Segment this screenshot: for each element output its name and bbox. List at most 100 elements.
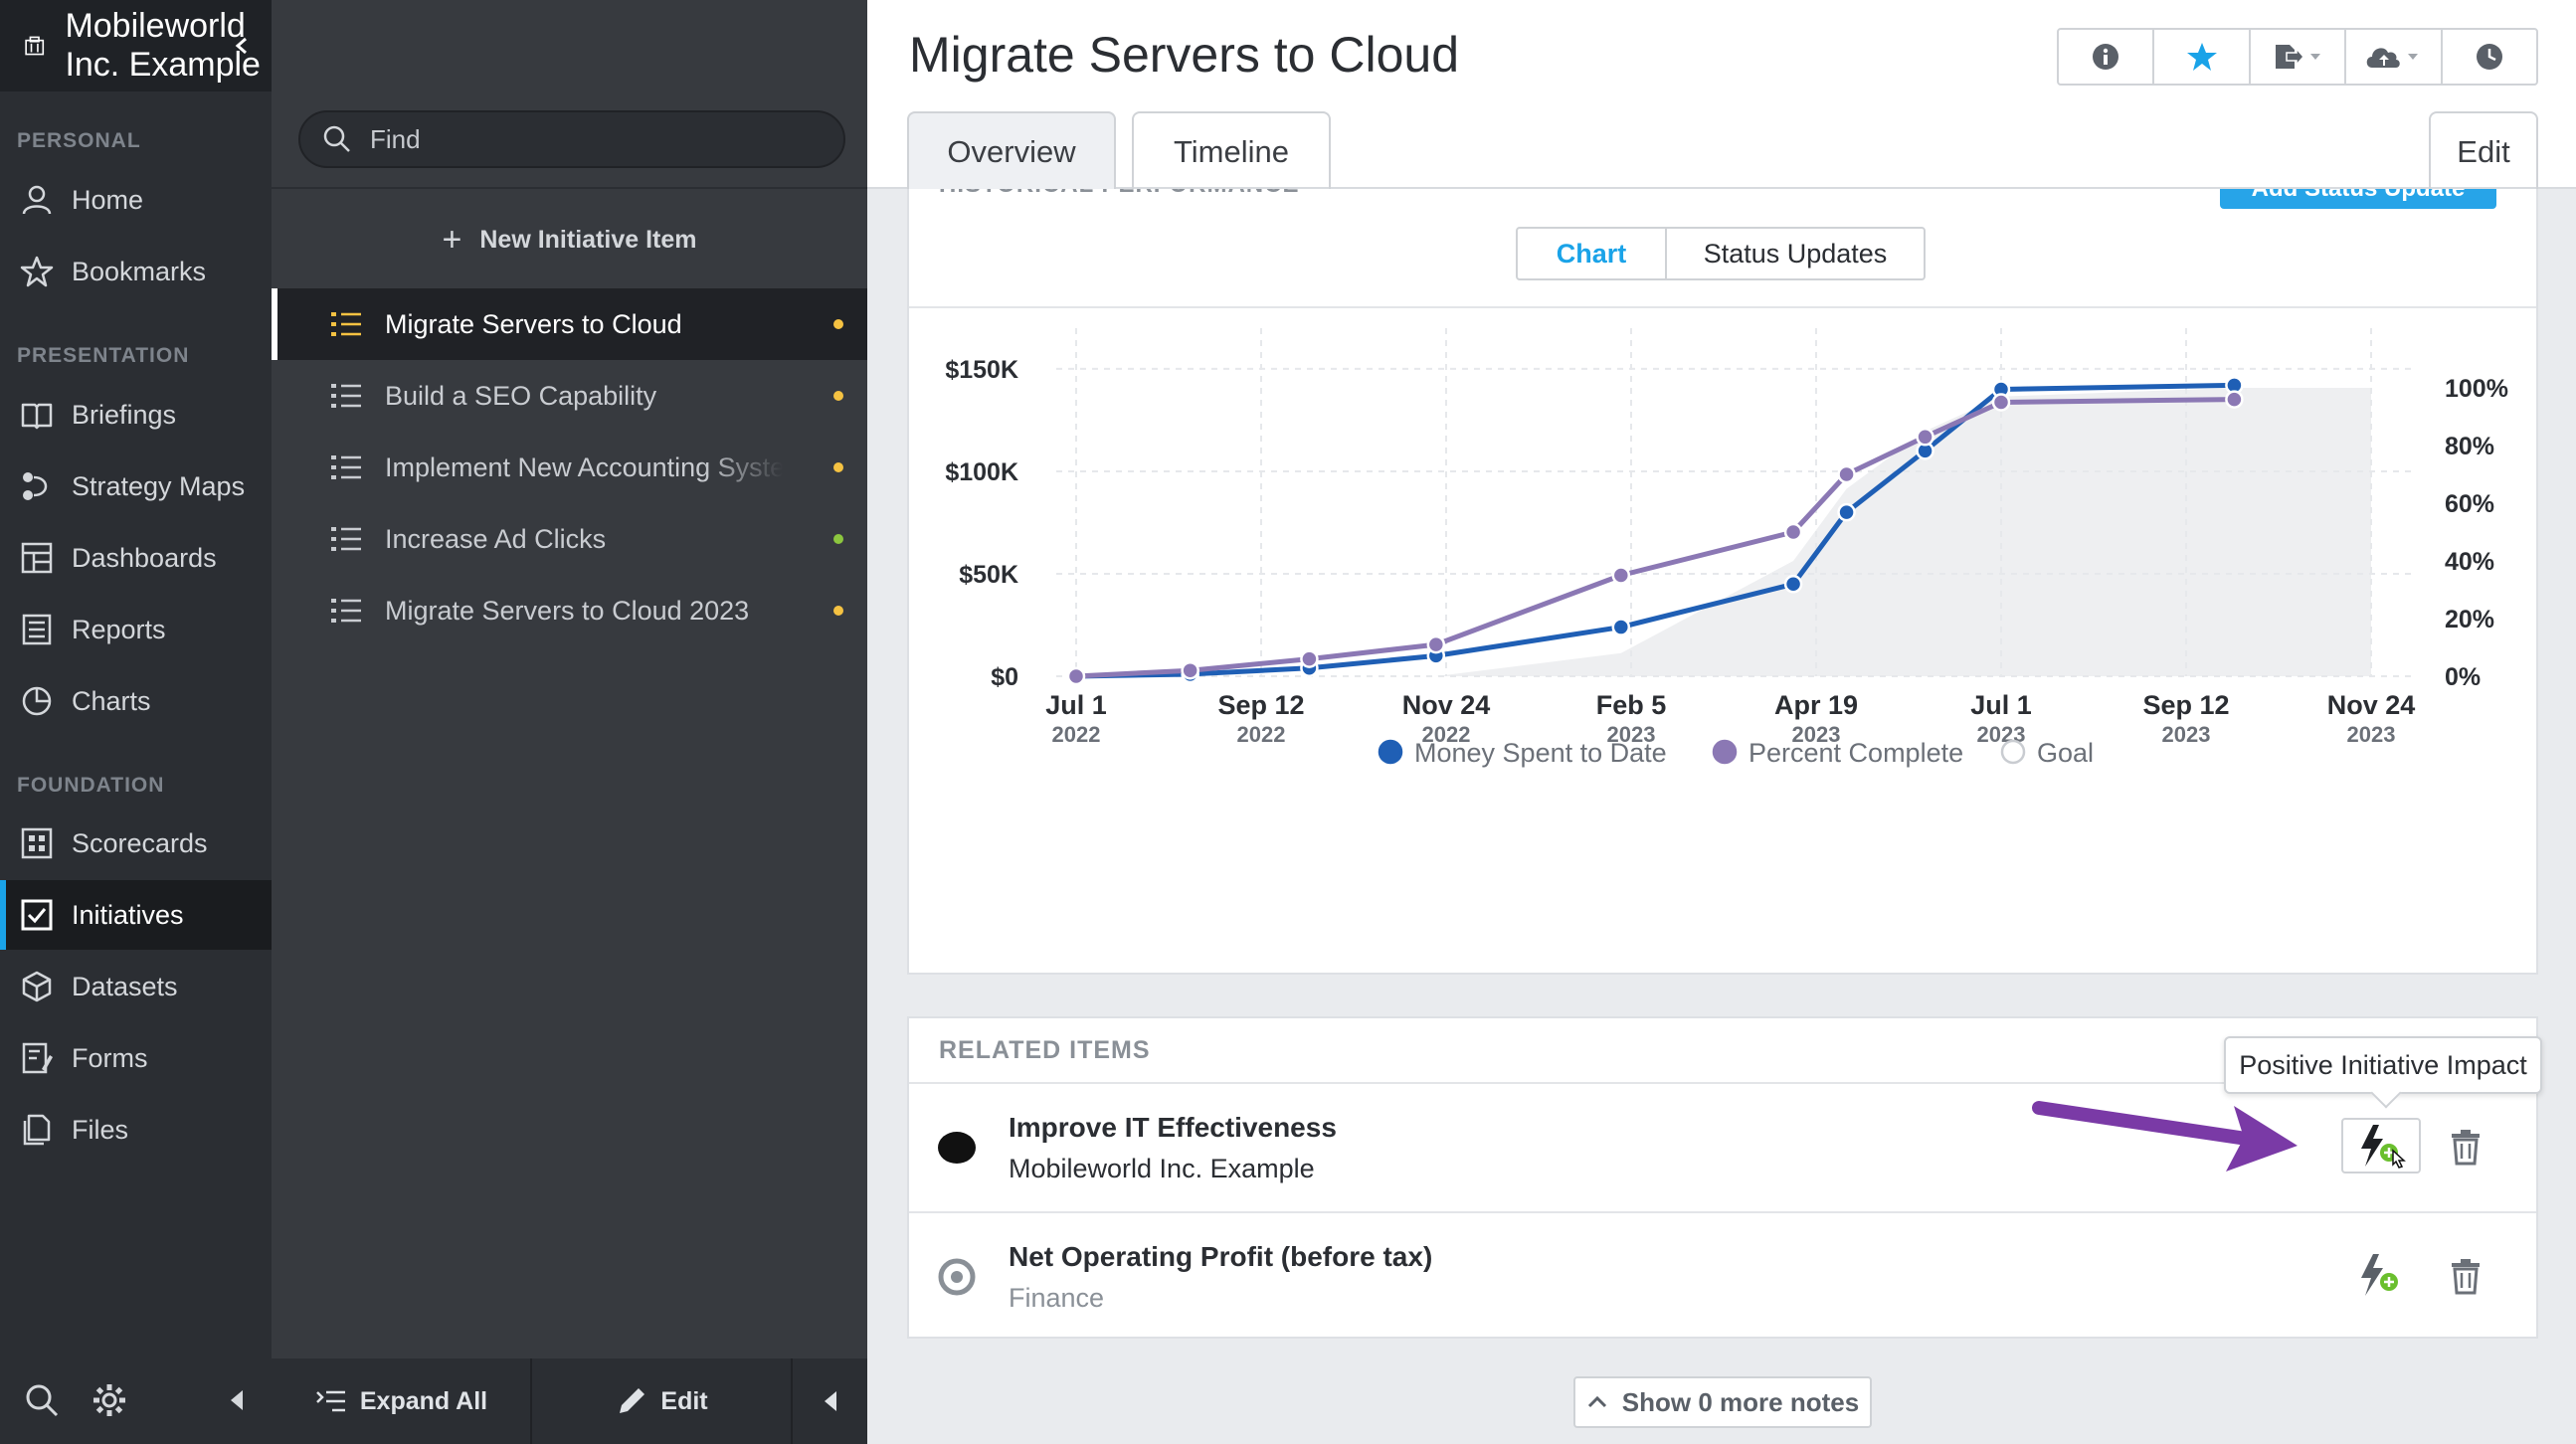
edit-button[interactable]: Edit [2429,111,2538,191]
main-content: Migrate Servers to Cloud Overview Timeli… [867,0,2576,1444]
trash-icon[interactable] [2449,1128,2483,1166]
y-right-tick-label: 80% [2445,433,2494,460]
initiative-item-label: Migrate Servers to Cloud [385,308,682,339]
segment-status-updates[interactable]: Status Updates [1665,227,1926,280]
nav-item-datasets[interactable]: Datasets [0,952,272,1021]
nav-item-briefings[interactable]: Briefings [0,380,272,450]
legend-swatch [1712,739,1738,765]
status-ring-icon [938,1258,976,1296]
nav-item-dashboards[interactable]: Dashboards [0,523,272,593]
bookmark-button[interactable] [2154,30,2251,84]
series-line-percent-complete [1075,397,2235,679]
y-right-tick-label: 0% [2445,663,2481,691]
collapse-list-button[interactable] [793,1358,867,1444]
edit-list-label: Edit [660,1386,708,1415]
nav-item-forms[interactable]: Forms [0,1023,272,1093]
legend-entry[interactable]: Goal [2000,738,2094,768]
collapse-nav-button[interactable] [212,0,272,91]
section-foundation: FOUNDATION [17,774,165,797]
nav-item-scorecards[interactable]: Scorecards [0,809,272,878]
dashboard-icon [21,542,53,574]
data-point [1426,634,1446,654]
related-item-row[interactable]: Net Operating Profit (before tax) Financ… [909,1213,2536,1341]
find-input[interactable] [370,123,828,155]
nav-item-strategy-maps[interactable]: Strategy Maps [0,451,272,521]
info-button[interactable] [2059,30,2155,84]
pie-chart-icon [22,686,52,716]
strategy-map-icon [23,472,48,500]
related-items-label: RELATED ITEMS [939,1036,1151,1064]
legend-entry[interactable]: Money Spent to Date [1378,738,1667,768]
new-initiative-item-button[interactable]: + New Initiative Item [272,209,867,271]
initiative-item-label: Migrate Servers to Cloud 2023 [385,595,750,626]
nav-item-charts[interactable]: Charts [0,666,272,736]
nav-item-home[interactable]: Home [0,165,272,235]
data-point [1837,464,1856,484]
expand-all-button[interactable]: Expand All [272,1358,532,1444]
export-button[interactable] [2251,30,2347,84]
star-icon [20,256,54,287]
settings-button[interactable] [92,1382,127,1418]
initiative-impact-button[interactable] [2341,1247,2421,1303]
tab-overview[interactable]: Overview [907,111,1116,191]
list-icon [331,384,361,408]
caret-left-icon [231,1390,243,1410]
cloud-button[interactable] [2346,30,2443,84]
show-more-notes-button[interactable]: Show 0 more notes [1573,1376,1872,1428]
x-tick-label: Nov 24 [2327,690,2416,720]
org-header[interactable]: Mobileworld Inc. Example [0,0,272,91]
positive-impact-icon [2361,1254,2398,1296]
find-box [298,110,845,168]
nav-item-label: Reports [72,614,166,644]
trash-icon[interactable] [2449,1257,2483,1295]
caret-left-icon [824,1391,836,1411]
cursor-icon [2392,1149,2406,1169]
initiative-item[interactable]: Migrate Servers to Cloud [272,288,867,360]
history-button[interactable] [2443,30,2536,84]
nav-item-label: Scorecards [72,827,208,858]
tab-timeline[interactable]: Timeline [1132,111,1331,191]
collapse-sidebar-button[interactable] [227,1388,247,1412]
initiative-item-label: Implement New Accounting System [385,451,783,482]
x-tick-label: Sep 12 [1217,690,1304,720]
divider [909,1082,2536,1084]
initiative-item[interactable]: Migrate Servers to Cloud 2023 [272,575,867,646]
search-icon [323,125,350,152]
segment-chart[interactable]: Chart [1516,227,1667,280]
legend-entry[interactable]: Percent Complete [1712,738,1963,768]
nav-item-label: Briefings [72,399,177,430]
segment-label: Chart [1556,238,1627,269]
nav-item-bookmarks[interactable]: Bookmarks [0,237,272,306]
add-status-update-button[interactable]: Add Status Update [2220,189,2496,209]
nav-item-reports[interactable]: Reports [0,595,272,664]
data-point [1991,393,2011,412]
list-icon [331,455,361,479]
expand-all-label: Expand All [359,1386,488,1415]
edit-list-button[interactable]: Edit [532,1358,793,1444]
book-icon [21,403,53,430]
initiative-item[interactable]: Implement New Accounting System [272,432,867,503]
y-left-tick-label: $100K [945,458,1018,486]
page-title: Migrate Servers to Cloud [909,27,1460,83]
search-button[interactable] [24,1382,60,1418]
checkbox-icon [21,899,53,931]
divider [909,1211,2536,1213]
initiative-item[interactable]: Build a SEO Capability [272,360,867,432]
related-item-scorecard: Finance [1009,1283,1105,1313]
x-tick-year: 2023 [2162,722,2211,747]
user-icon [22,185,52,215]
initiative-impact-button[interactable] [2341,1118,2421,1173]
divider [909,306,2536,308]
historical-performance-label: HISTORICAL PERFORMANCE [939,189,1299,199]
nav-item-label: Datasets [72,971,178,1001]
nav-item-files[interactable]: Files [0,1095,272,1165]
nav-item-initiatives[interactable]: Initiatives [0,880,272,950]
related-item-row[interactable]: Improve IT Effectiveness Mobileworld Inc… [909,1084,2536,1211]
x-tick-year: 2023 [2347,722,2396,747]
status-dot [833,391,843,401]
x-tick-label: Jul 1 [1045,690,1107,720]
nav-item-label: Charts [72,685,151,716]
cube-icon [22,971,52,1002]
initiative-item[interactable]: Increase Ad Clicks [272,503,867,575]
